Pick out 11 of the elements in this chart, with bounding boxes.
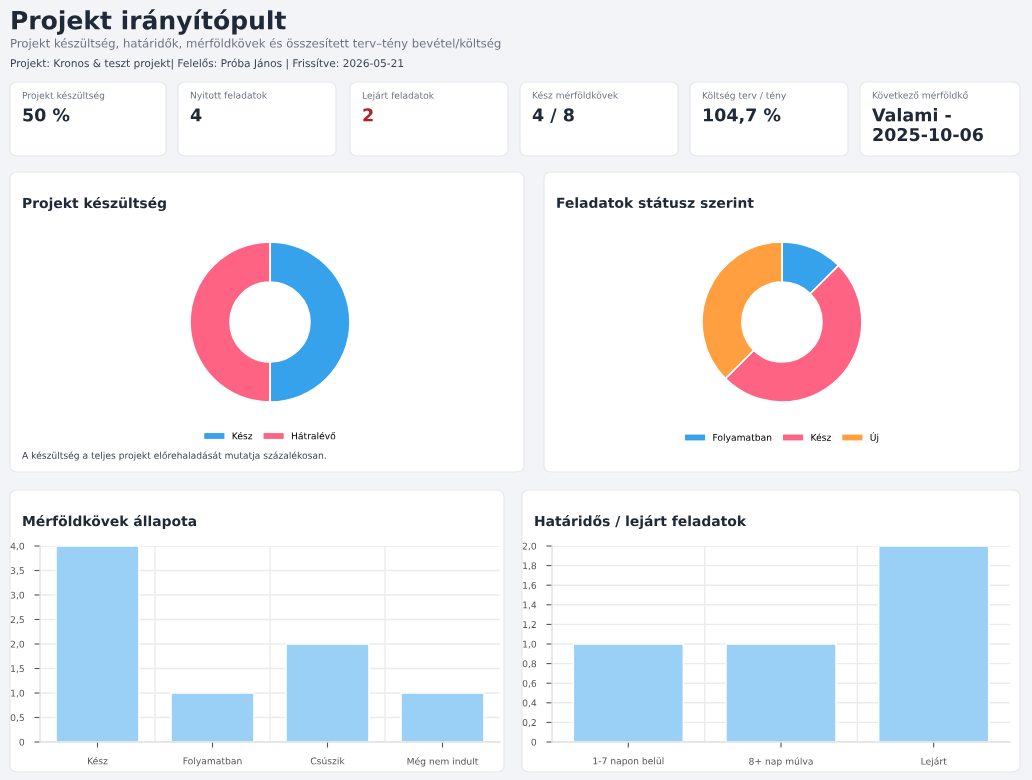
text: Valami - 2025-10-06 [872, 108, 983, 142]
text: 4 / 8 [532, 108, 574, 123]
bar [285, 643, 370, 742]
text: 4 [190, 108, 202, 122]
bar [170, 692, 255, 742]
text: 50 % [23, 108, 70, 122]
text: 104,7 % [703, 108, 781, 124]
text: Projekt irányítópult [12, 9, 286, 35]
bar [55, 546, 140, 742]
text: 2 [363, 108, 373, 122]
bar [400, 692, 485, 742]
